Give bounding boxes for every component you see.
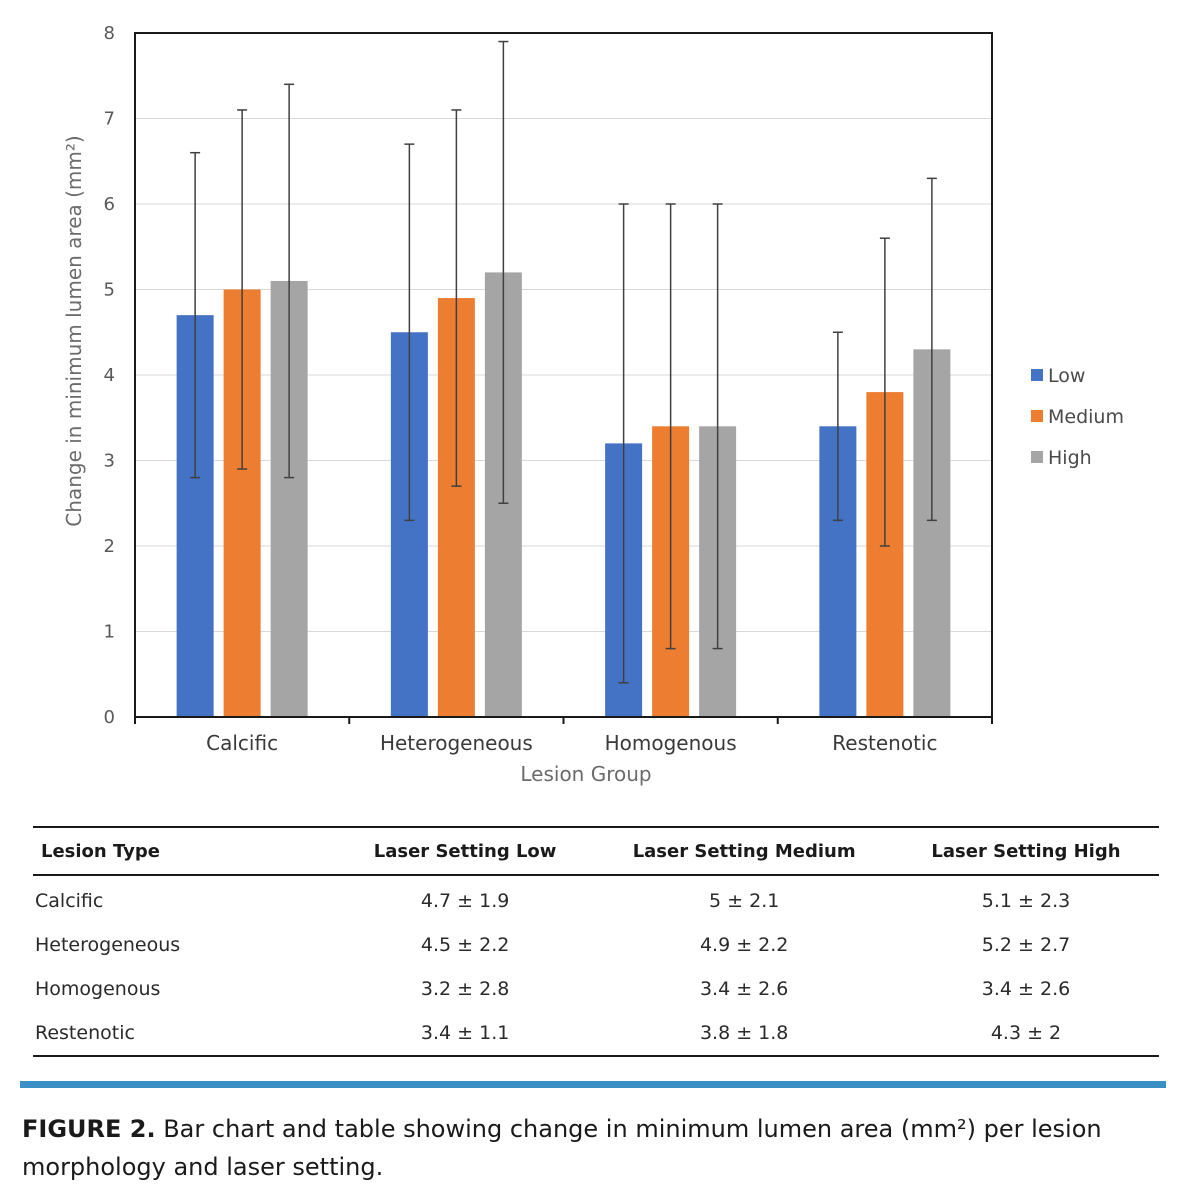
table-header-row: Lesion Type Laser Setting Low Laser Sett… — [33, 827, 1159, 876]
divider-bar — [20, 1081, 1166, 1088]
y-tick-label: 5 — [104, 280, 115, 301]
y-tick-label: 4 — [104, 365, 115, 386]
x-category-label: Calcific — [206, 731, 278, 755]
table-row: Heterogeneous 4.5 ± 2.2 4.9 ± 2.2 5.2 ± … — [33, 923, 1159, 967]
table-cell: 3.4 ± 2.6 — [981, 978, 1071, 1000]
table-cell: 5.2 ± 2.7 — [981, 934, 1071, 956]
table-cell: 5.1 ± 2.3 — [981, 890, 1071, 912]
y-axis-title: Change in minimum lumen area (mm²) — [62, 135, 86, 526]
table-cell: Calcific — [35, 890, 104, 912]
table-cell: Restenotic — [35, 1022, 135, 1044]
figure-caption: FIGURE 2. Bar chart and table showing ch… — [22, 1110, 1172, 1186]
caption-text: Bar chart and table showing change in mi… — [22, 1115, 1102, 1181]
table-row: Restenotic 3.4 ± 1.1 3.8 ± 1.8 4.3 ± 2 — [33, 1011, 1159, 1056]
table-row: Homogenous 3.2 ± 2.8 3.4 ± 2.6 3.4 ± 2.6 — [33, 967, 1159, 1011]
table-cell: 5 ± 2.1 — [709, 890, 780, 912]
legend-label-low: Low — [1048, 365, 1085, 387]
y-tick-label: 7 — [104, 109, 115, 130]
axes — [134, 32, 993, 724]
table-cell: 4.7 ± 1.9 — [420, 890, 510, 912]
y-tick-label: 3 — [104, 451, 115, 472]
table-cell: Homogenous — [35, 978, 161, 1000]
gridlines — [135, 118, 992, 632]
table-cell: 4.9 ± 2.2 — [699, 934, 789, 956]
legend-swatch-high — [1031, 451, 1043, 463]
x-category-label: Restenotic — [832, 731, 937, 755]
y-tick-label: 0 — [104, 707, 115, 728]
results-table: Lesion Type Laser Setting Low Laser Sett… — [33, 826, 1159, 1057]
table-cell: 3.8 ± 1.8 — [699, 1022, 789, 1044]
table-cell: 4.3 ± 2 — [990, 1022, 1062, 1044]
header-laser-low: Laser Setting Low — [334, 827, 596, 876]
table-cell: 4.5 ± 2.2 — [420, 934, 510, 956]
legend-swatch-medium — [1031, 410, 1043, 422]
bar-chart: 0 1 2 3 4 5 6 7 8 Calcific Heterogeneous Homogenous… — [62, 23, 1124, 786]
legend-swatch-low — [1031, 369, 1043, 381]
x-category-label: Heterogeneous — [380, 731, 533, 755]
table-cell: 3.2 ± 2.8 — [420, 978, 510, 1000]
legend-label-high: High — [1048, 447, 1092, 469]
x-axis-title: Lesion Group — [520, 762, 651, 786]
axis-labels: 0 1 2 3 4 5 6 7 8 Calcific Heterogeneous Homogenous… — [104, 23, 938, 755]
legend: Low Medium High — [1031, 365, 1124, 469]
header-laser-medium: Laser Setting Medium — [595, 827, 893, 876]
figure-label: FIGURE 2. — [22, 1115, 156, 1143]
table-cell: Heterogeneous — [35, 934, 181, 956]
error-bars — [190, 40, 937, 684]
y-tick-label: 1 — [104, 622, 115, 643]
header-laser-high: Laser Setting High — [893, 827, 1159, 876]
x-category-label: Homogenous — [605, 731, 737, 755]
table-cell: 3.4 ± 2.6 — [699, 978, 789, 1000]
y-tick-label: 2 — [104, 536, 115, 557]
y-tick-label: 6 — [104, 194, 115, 215]
header-lesion-type: Lesion Type — [33, 827, 335, 876]
y-tick-label: 8 — [104, 23, 115, 44]
table-cell: 3.4 ± 1.1 — [420, 1022, 510, 1044]
table-row: Calcific 4.7 ± 1.9 5 ± 2.1 5.1 ± 2.3 — [33, 875, 1159, 923]
bars — [176, 272, 951, 717]
legend-label-medium: Medium — [1048, 406, 1124, 428]
